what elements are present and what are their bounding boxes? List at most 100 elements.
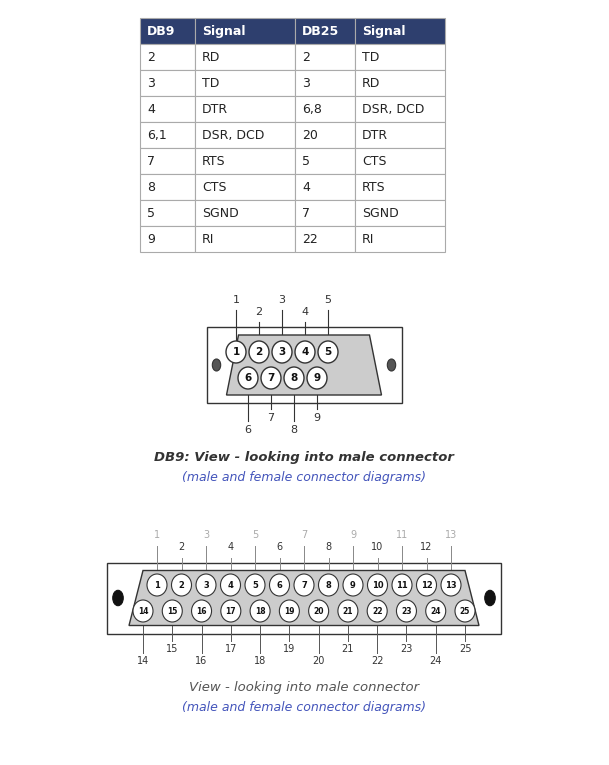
Text: 24: 24 [429,656,442,666]
Text: 3: 3 [278,347,286,357]
Ellipse shape [387,359,396,371]
Text: 2: 2 [302,50,310,63]
Text: RI: RI [362,233,375,246]
Text: DTR: DTR [202,103,228,116]
Ellipse shape [318,341,338,363]
Ellipse shape [113,591,123,606]
Ellipse shape [367,600,387,622]
Ellipse shape [294,574,314,596]
Ellipse shape [172,574,191,596]
Text: 4: 4 [228,581,233,590]
Text: 20: 20 [314,607,324,616]
Ellipse shape [343,574,363,596]
Bar [195,70,295,96]
Text: 7: 7 [301,581,307,590]
Text: 4: 4 [147,103,155,116]
Text: 22: 22 [302,233,318,246]
Text: 6: 6 [276,542,283,552]
Bar [140,226,195,252]
Text: 7: 7 [267,373,275,383]
Text: 5: 5 [147,207,155,220]
Ellipse shape [245,574,265,596]
Text: 15: 15 [167,607,177,616]
Text: 2: 2 [147,50,155,63]
Text: 17: 17 [225,607,236,616]
Bar [206,327,401,403]
Text: 8: 8 [147,181,155,194]
Bar [195,96,295,122]
Bar [295,148,355,174]
Ellipse shape [485,591,495,606]
Bar [195,148,295,174]
Text: RTS: RTS [202,155,225,168]
Bar [295,122,355,148]
Text: RI: RI [202,233,214,246]
Text: 11: 11 [396,581,408,590]
Text: View - looking into male connector: View - looking into male connector [189,682,419,695]
Ellipse shape [238,367,258,389]
Text: (male and female connector diagrams): (male and female connector diagrams) [182,471,426,484]
Text: 16: 16 [196,607,207,616]
Bar [195,18,295,44]
Ellipse shape [426,600,446,622]
Ellipse shape [147,574,167,596]
Text: 8: 8 [326,581,331,590]
Ellipse shape [272,341,292,363]
Text: 17: 17 [225,643,237,653]
Ellipse shape [396,600,417,622]
Text: 25: 25 [459,643,471,653]
Ellipse shape [309,600,329,622]
Text: 13: 13 [445,530,457,541]
Text: 5: 5 [252,530,258,541]
Text: DSR, DCD: DSR, DCD [362,103,424,116]
Bar [355,226,445,252]
Text: 12: 12 [421,581,432,590]
Bar [195,44,295,70]
Text: 6: 6 [244,425,252,435]
Ellipse shape [441,574,461,596]
Ellipse shape [455,600,475,622]
Bar [140,200,195,226]
Text: CTS: CTS [202,181,227,194]
Text: 4: 4 [301,307,309,317]
Bar [355,122,445,148]
Ellipse shape [284,367,304,389]
Text: 7: 7 [147,155,155,168]
Text: 2: 2 [178,542,185,552]
Text: 11: 11 [396,530,408,541]
Text: Signal: Signal [362,24,406,37]
Text: 23: 23 [400,643,413,653]
Ellipse shape [319,574,339,596]
Ellipse shape [367,574,387,596]
Ellipse shape [213,359,220,371]
Ellipse shape [221,600,241,622]
Text: DB9: View - looking into male connector: DB9: View - looking into male connector [154,451,454,464]
Bar [355,200,445,226]
Text: 19: 19 [284,607,295,616]
Bar [140,122,195,148]
Ellipse shape [226,341,246,363]
Text: SGND: SGND [202,207,239,220]
Bar [140,70,195,96]
Text: RD: RD [202,50,220,63]
Text: 10: 10 [371,542,384,552]
Text: TD: TD [202,76,219,90]
Text: 5: 5 [252,581,258,590]
Text: RTS: RTS [362,181,385,194]
Bar [140,44,195,70]
Text: 7: 7 [301,530,307,541]
Bar [195,174,295,200]
Bar [295,174,355,200]
Text: 8: 8 [290,373,298,383]
Text: 14: 14 [138,607,148,616]
Text: 18: 18 [254,656,266,666]
Text: CTS: CTS [362,155,387,168]
Text: 15: 15 [166,643,178,653]
Text: 12: 12 [420,542,432,552]
Text: 1: 1 [154,530,160,541]
Text: 3: 3 [278,295,286,305]
Text: 9: 9 [314,413,320,423]
Bar [295,96,355,122]
Text: 6: 6 [276,581,283,590]
Text: 6,1: 6,1 [147,129,167,142]
